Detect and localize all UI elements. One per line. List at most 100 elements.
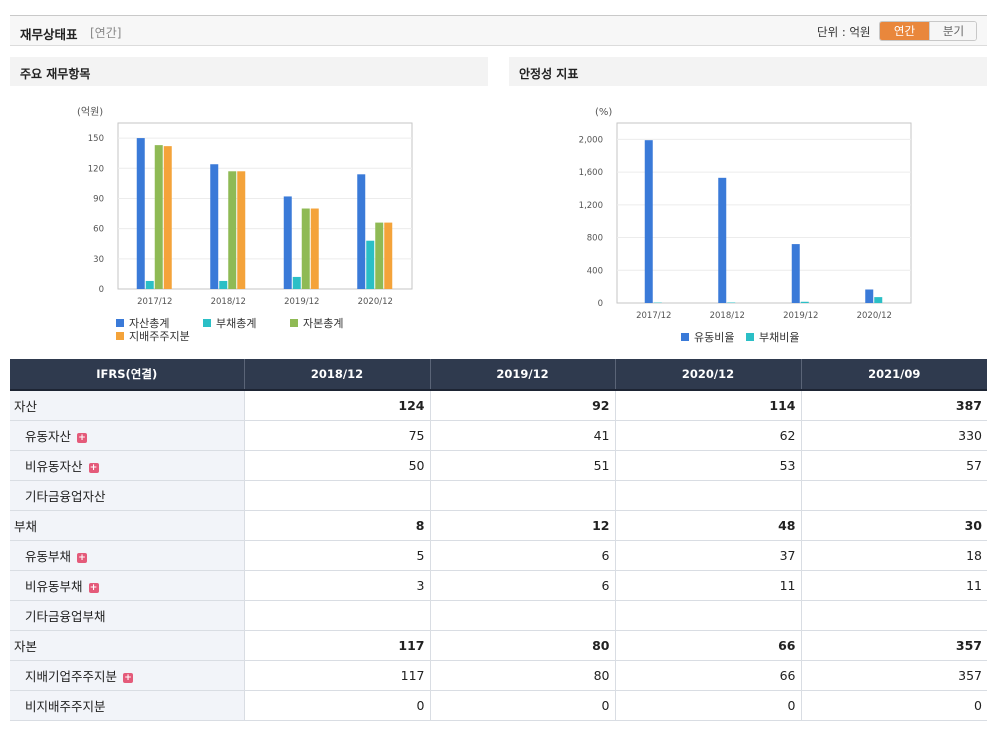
value-cell: 6 <box>430 570 616 601</box>
expand-plus-icon[interactable]: + <box>77 552 88 563</box>
table-header-row: IFRS(연결) 2018/12 2019/12 2020/12 2021/09 <box>10 359 987 391</box>
y-tick-label: 1,600 <box>579 168 603 178</box>
annual-toggle-button[interactable]: 연간 <box>880 22 929 40</box>
bar <box>366 240 375 289</box>
value-cell: 53 <box>615 450 802 481</box>
bar <box>644 140 653 303</box>
value-cell: 18 <box>801 540 987 571</box>
row-label: 비유동자산 <box>25 458 83 474</box>
value-cell: 92 <box>430 390 616 421</box>
column-header: 2021/09 <box>801 359 987 391</box>
row-label: 유동자산 <box>25 428 72 444</box>
value-cell: 0 <box>801 690 987 721</box>
y-tick-label: 1,200 <box>579 201 603 211</box>
table-row: 비지배주주지분 0 0 0 0 <box>10 690 987 721</box>
value-cell: 11 <box>801 570 987 601</box>
value-cell: 357 <box>801 630 987 661</box>
expand-plus-icon[interactable]: + <box>123 672 134 683</box>
column-header: 2020/12 <box>615 359 802 391</box>
legend-swatch <box>290 319 298 327</box>
row-label-cell: 유동부채 + <box>10 540 245 571</box>
row-label-cell: 비유동부채 + <box>10 570 245 601</box>
left-chart-panel: 0 30 60 90 120 150 (억원) 2017/12 2018/12 2019/12 20… <box>10 86 488 352</box>
value-cell: 117 <box>244 660 431 691</box>
value-cell: 357 <box>801 660 987 691</box>
value-cell <box>430 480 616 511</box>
bar <box>283 196 292 289</box>
legend-label: 부채비율 <box>759 331 799 344</box>
balance-sheet-table: IFRS(연결) 2018/12 2019/12 2020/12 2021/09… <box>10 359 987 721</box>
value-cell <box>244 480 431 511</box>
legend-label: 지배주주지분 <box>129 330 190 343</box>
x-tick-label: 2017/12 <box>636 311 671 321</box>
table-row: 부채 8 12 48 30 <box>10 510 987 541</box>
right-panel-title: 안정성 지표 <box>509 57 987 86</box>
value-cell <box>615 480 802 511</box>
expand-plus-icon[interactable]: + <box>88 582 99 593</box>
row-label-cell: 비유동자산 + <box>10 450 245 481</box>
value-cell: 12 <box>430 510 616 541</box>
table-row: 유동부채 +5 6 37 18 <box>10 540 987 571</box>
bar <box>136 138 145 289</box>
table-row: 지배기업주주지분 +117 80 66 357 <box>10 660 987 691</box>
legend-swatch <box>681 333 689 341</box>
legend-swatch <box>116 332 124 340</box>
x-tick-label: 2018/12 <box>211 297 246 307</box>
x-tick-label: 2020/12 <box>857 311 892 321</box>
expand-plus-icon[interactable]: + <box>77 432 88 443</box>
value-cell: 387 <box>801 390 987 421</box>
y-tick-label: 0 <box>598 299 603 309</box>
y-axis-label: (%) <box>595 107 612 118</box>
value-cell: 330 <box>801 420 987 451</box>
bar <box>292 276 301 289</box>
section-header: 재무상태표 [연간] 단위 : 억원 연간 분기 <box>10 15 987 46</box>
value-cell: 124 <box>244 390 431 421</box>
bar <box>375 222 384 289</box>
value-cell: 37 <box>615 540 802 571</box>
value-cell: 6 <box>430 540 616 571</box>
value-cell: 80 <box>430 630 616 661</box>
bar <box>210 164 219 289</box>
value-cell: 114 <box>615 390 802 421</box>
table-row: 유동자산 +75 41 62 330 <box>10 420 987 451</box>
value-cell <box>801 600 987 631</box>
value-cell <box>615 600 802 631</box>
bar <box>219 280 228 289</box>
bar <box>163 146 172 289</box>
value-cell: 51 <box>430 450 616 481</box>
row-label-cell: 지배기업주주지분 + <box>10 660 245 691</box>
y-axis-label: (억원) <box>77 106 103 118</box>
y-tick-label: 2,000 <box>579 135 603 145</box>
right-chart-panel: 0 400 800 1,200 1,600 2,000 (%) 2017/12 2018/12 2… <box>509 86 987 352</box>
table-row: 자산 124 92 114 387 <box>10 390 987 421</box>
value-cell: 41 <box>430 420 616 451</box>
bar <box>310 208 319 289</box>
legend-label: 유동비율 <box>694 331 734 344</box>
row-label-cell: 자본 <box>10 630 245 661</box>
y-tick-label: 90 <box>93 194 104 204</box>
bar <box>301 208 310 289</box>
value-cell: 66 <box>615 630 802 661</box>
period-toggle: 연간 분기 <box>879 21 977 41</box>
quarter-toggle-button[interactable]: 분기 <box>929 22 976 40</box>
legend-swatch <box>746 333 754 341</box>
y-tick-label: 800 <box>587 234 603 244</box>
value-cell: 30 <box>801 510 987 541</box>
left-panel-title: 주요 재무항목 <box>10 57 488 86</box>
bar <box>228 171 237 289</box>
value-cell: 11 <box>615 570 802 601</box>
bar <box>384 222 393 289</box>
y-tick-label: 30 <box>93 255 104 265</box>
legend-label: 부채총계 <box>216 317 256 330</box>
plot-area <box>616 122 912 304</box>
row-label: 부채 <box>14 518 38 534</box>
value-cell: 0 <box>615 690 802 721</box>
value-cell: 5 <box>244 540 431 571</box>
row-label-cell: 비지배주주지분 <box>10 690 245 721</box>
value-cell <box>801 480 987 511</box>
value-cell: 50 <box>244 450 431 481</box>
bar <box>791 244 800 303</box>
legend-swatch <box>203 319 211 327</box>
expand-plus-icon[interactable]: + <box>88 462 99 473</box>
row-label: 비지배주주지분 <box>25 698 106 714</box>
